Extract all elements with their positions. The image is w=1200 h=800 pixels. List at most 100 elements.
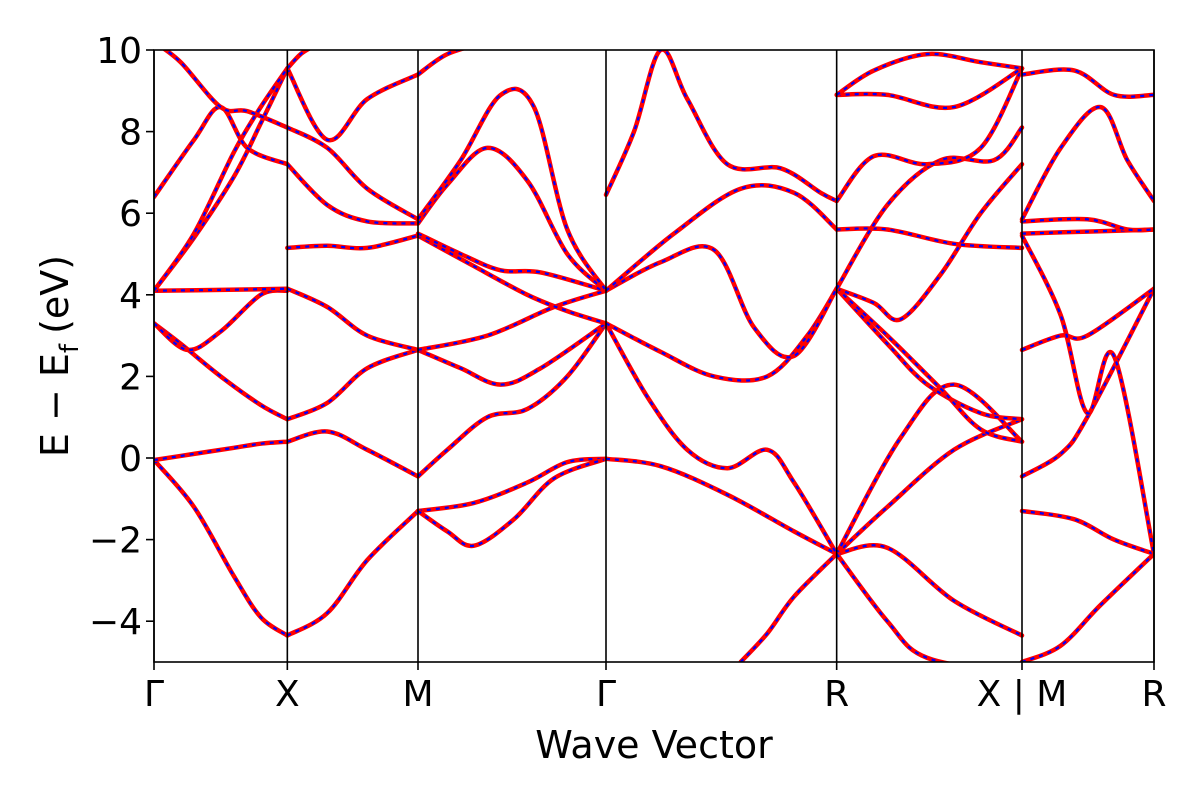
high-symmetry-lines (153, 50, 1155, 662)
band-line-blue (1021, 553, 1154, 662)
y-axis: −4 −2 0 2 4 6 8 10 (89, 31, 154, 643)
band-line-red (285, 125, 421, 222)
band-line-blue (417, 322, 607, 386)
band-line-blue (417, 146, 607, 292)
band-line-blue (154, 322, 288, 421)
band-line-blue (286, 50, 309, 70)
y-axis-title-main: E − E (33, 353, 77, 457)
band-line-blue (739, 553, 838, 662)
y-axis-title: E − Ef (eV) (33, 255, 85, 457)
x-tick-label: Γ (596, 674, 616, 715)
band-line-blue (835, 67, 1023, 202)
band-line-blue (287, 234, 419, 250)
band-line-blue (164, 50, 288, 129)
band-line-blue (605, 245, 838, 359)
band-line-blue (417, 322, 607, 478)
band-line-blue (286, 348, 419, 421)
y-tick-label: −2 (89, 521, 142, 562)
band-line-red (603, 456, 839, 557)
band-line-blue (286, 510, 419, 637)
band-line-red (154, 321, 290, 422)
band-line-blue (604, 50, 838, 202)
band-line-red (1019, 233, 1154, 557)
band-line-red (1019, 551, 1154, 662)
band-line-blue (1021, 235, 1154, 555)
band-line-blue (1021, 217, 1154, 232)
x-axis-title: Wave Vector (535, 723, 773, 767)
band-line-blue (836, 544, 1023, 637)
band-line-red (834, 416, 1025, 557)
y-tick-label: 10 (96, 31, 142, 72)
band-line-red (834, 551, 952, 662)
band-line-blue (605, 457, 838, 555)
band-line-blue (605, 184, 838, 292)
band-line-blue (154, 459, 288, 637)
band-line-red (154, 457, 290, 638)
band-line-red (1019, 286, 1154, 353)
band-line-blue (154, 440, 288, 462)
band-line-blue (835, 383, 1023, 555)
band-line-blue (417, 232, 607, 292)
band-line-red (285, 429, 421, 479)
band-line-blue (605, 288, 838, 382)
band-line-blue (835, 126, 1023, 290)
band-line-red (415, 321, 609, 387)
y-tick-label: 4 (119, 276, 142, 317)
band-line-blue (835, 287, 1023, 443)
x-tick-label: M (402, 674, 433, 715)
band-line-blue (836, 67, 1023, 110)
x-tick-label: Γ (144, 674, 164, 715)
band-line-red (415, 50, 466, 77)
y-tick-label: 0 (119, 439, 142, 480)
x-axis: Γ X M Γ R X | M R (144, 662, 1167, 715)
band-line-blue (154, 287, 288, 292)
band-line-red (415, 86, 609, 293)
band-line-red (415, 231, 609, 293)
band-line-blue (835, 553, 947, 662)
y-tick-label: 2 (119, 357, 142, 398)
band-line-blue (417, 289, 607, 351)
band-line-red (154, 288, 290, 353)
band-line-blue (417, 87, 607, 292)
band-line-blue (286, 287, 419, 351)
band-line-blue (835, 418, 1023, 555)
band-line-blue (286, 67, 419, 142)
band-line-red (415, 456, 609, 549)
bands-layer (154, 50, 1154, 662)
x-tick-label: X | M (977, 674, 1068, 715)
band-line-blue (1021, 287, 1154, 351)
band-line-blue (286, 126, 419, 221)
y-tick-label: −4 (89, 602, 142, 643)
band-line-blue (417, 234, 607, 325)
band-line-red (603, 321, 839, 557)
band-line-red (603, 182, 839, 293)
y-axis-title-unit: (eV) (33, 255, 77, 334)
band-line-blue (286, 430, 419, 478)
band-line-blue (417, 457, 607, 513)
band-line-blue (286, 163, 419, 225)
band-line-red (834, 226, 1025, 251)
band-line-red (834, 125, 1025, 291)
band-line-blue (835, 287, 1023, 421)
band-line-blue (1021, 228, 1154, 235)
band-line-blue (1021, 105, 1154, 220)
x-tick-label: X (275, 674, 300, 715)
band-line-blue (836, 52, 1023, 96)
band-line-blue (417, 50, 462, 76)
band-line-red (603, 286, 839, 383)
plot-frame (153, 49, 1155, 663)
band-line-blue (836, 163, 1023, 322)
band-line-red (285, 347, 421, 422)
band-line-red (1019, 286, 1154, 479)
band-line-blue (1021, 509, 1154, 555)
band-line-red (1019, 104, 1154, 222)
band-line-red (1019, 67, 1154, 99)
y-tick-label: 8 (119, 113, 142, 154)
x-tick-label: R (1141, 674, 1166, 715)
band-line-blue (605, 322, 838, 555)
y-axis-title-subscript: f (55, 343, 85, 353)
band-line-red (603, 50, 839, 204)
x-tick-label: R (824, 674, 849, 715)
band-line-blue (154, 67, 289, 292)
